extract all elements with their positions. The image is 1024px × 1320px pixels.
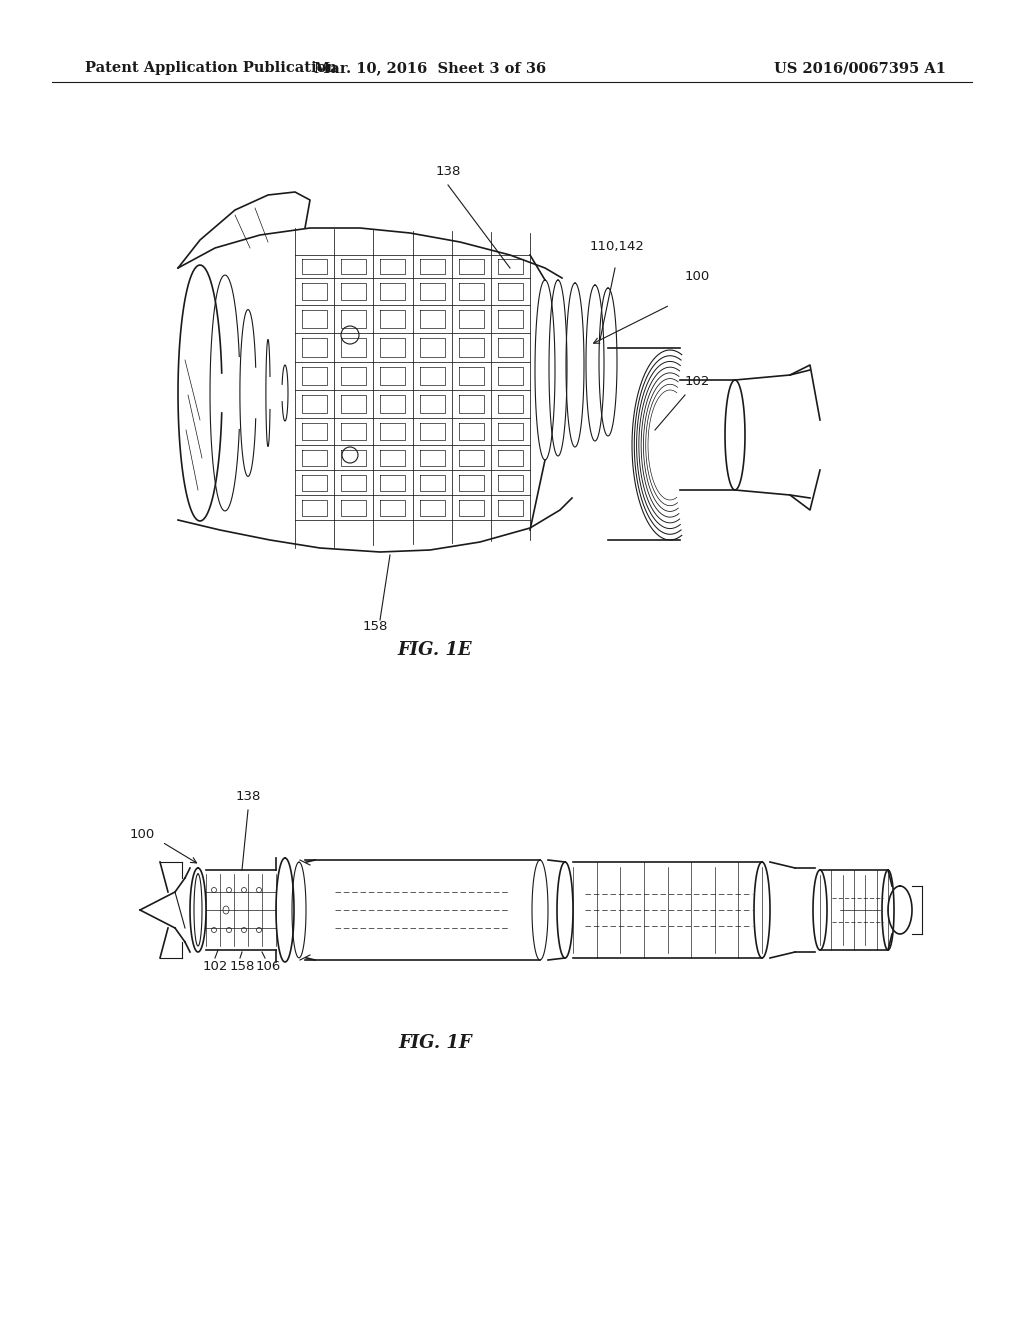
- Text: 102: 102: [685, 375, 711, 388]
- Text: 138: 138: [435, 165, 461, 178]
- Text: US 2016/0067395 A1: US 2016/0067395 A1: [774, 61, 946, 75]
- Text: 158: 158: [229, 960, 255, 973]
- Text: 110,142: 110,142: [590, 240, 645, 253]
- Text: FIG. 1F: FIG. 1F: [398, 1034, 472, 1052]
- Text: Mar. 10, 2016  Sheet 3 of 36: Mar. 10, 2016 Sheet 3 of 36: [314, 61, 546, 75]
- Text: 100: 100: [130, 828, 155, 841]
- Text: FIG. 1E: FIG. 1E: [397, 642, 472, 659]
- Text: 138: 138: [236, 789, 261, 803]
- Text: 100: 100: [685, 271, 711, 282]
- Text: 102: 102: [203, 960, 227, 973]
- Text: 158: 158: [362, 620, 388, 634]
- Text: 106: 106: [255, 960, 281, 973]
- Text: Patent Application Publication: Patent Application Publication: [85, 61, 337, 75]
